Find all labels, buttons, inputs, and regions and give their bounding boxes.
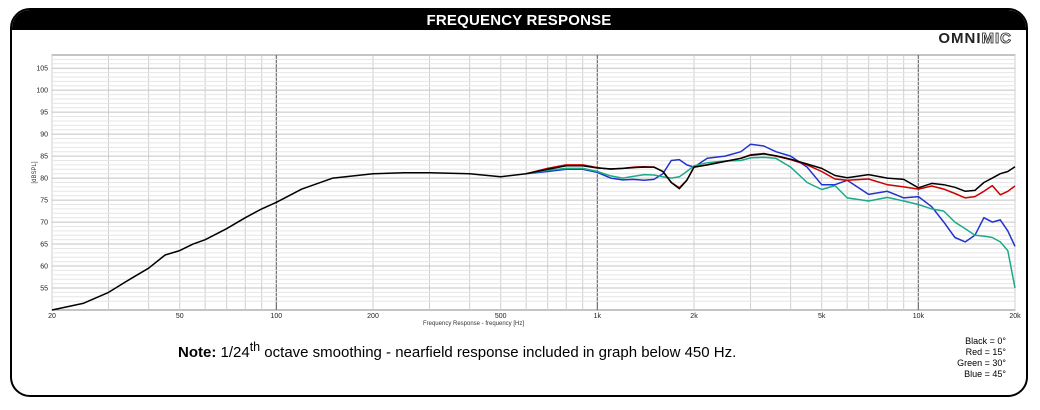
note-text: octave smoothing - nearfield response in…: [260, 344, 737, 361]
logo-part-2: MIC: [981, 30, 1012, 48]
y-tick-label: 90: [40, 132, 48, 139]
axes: 55 60 65 70 75 80 85 90 95 100 105 20 50 100 200 500 1k 2…: [32, 66, 1021, 327]
x-tick-label: 500: [495, 313, 507, 320]
x-tick-label: 5k: [818, 313, 826, 320]
x-tick-label: 100: [271, 313, 283, 320]
chart-title: FREQUENCY RESPONSE: [12, 10, 1026, 30]
grid: [51, 54, 1016, 311]
y-tick-label: 95: [40, 110, 48, 117]
legend-entry-black: Black = 0°: [965, 336, 1006, 346]
y-tick-label: 70: [40, 220, 48, 227]
y-tick-label: 55: [40, 286, 48, 293]
y-axis-label: [dBSPL]: [32, 161, 38, 183]
x-tick-label: 20: [48, 313, 56, 320]
y-tick-label: 100: [36, 88, 48, 95]
y-tick-label: 105: [36, 66, 48, 73]
legend-entry-red: Red = 15°: [965, 347, 1006, 357]
x-tick-label: 200: [367, 313, 379, 320]
x-tick-label: 20k: [1009, 313, 1021, 320]
logo-part-1: OMNI: [938, 30, 982, 47]
note-prefix: 1/24: [216, 344, 250, 361]
x-tick-label: 10k: [913, 313, 925, 320]
y-tick-label: 60: [40, 264, 48, 271]
y-tick-label: 85: [40, 154, 48, 161]
note-label: Note:: [178, 344, 217, 361]
y-tick-label: 80: [40, 176, 48, 183]
x-tick-label: 1k: [594, 313, 602, 320]
x-tick-label: 50: [176, 313, 184, 320]
legend: Black = 0° Red = 15° Green = 30° Blue = …: [957, 336, 1006, 380]
legend-entry-blue: Blue = 45°: [964, 369, 1006, 379]
y-tick-label: 75: [40, 198, 48, 205]
series-line-black: [51, 153, 1016, 311]
x-axis-label: Frequency Response - frequency [Hz]: [423, 321, 524, 327]
legend-entry-green: Green = 30°: [957, 358, 1006, 368]
series-line-blue: [526, 143, 1016, 247]
omnimic-logo: OMNIMIC: [938, 30, 1012, 48]
chart-note: Note: 1/24th octave smoothing - nearfiel…: [178, 340, 736, 361]
y-tick-label: 65: [40, 242, 48, 249]
series-layer: [51, 143, 1016, 311]
series-line-green: [526, 156, 1016, 289]
x-tick-label: 2k: [690, 313, 698, 320]
note-superscript: th: [249, 340, 261, 354]
